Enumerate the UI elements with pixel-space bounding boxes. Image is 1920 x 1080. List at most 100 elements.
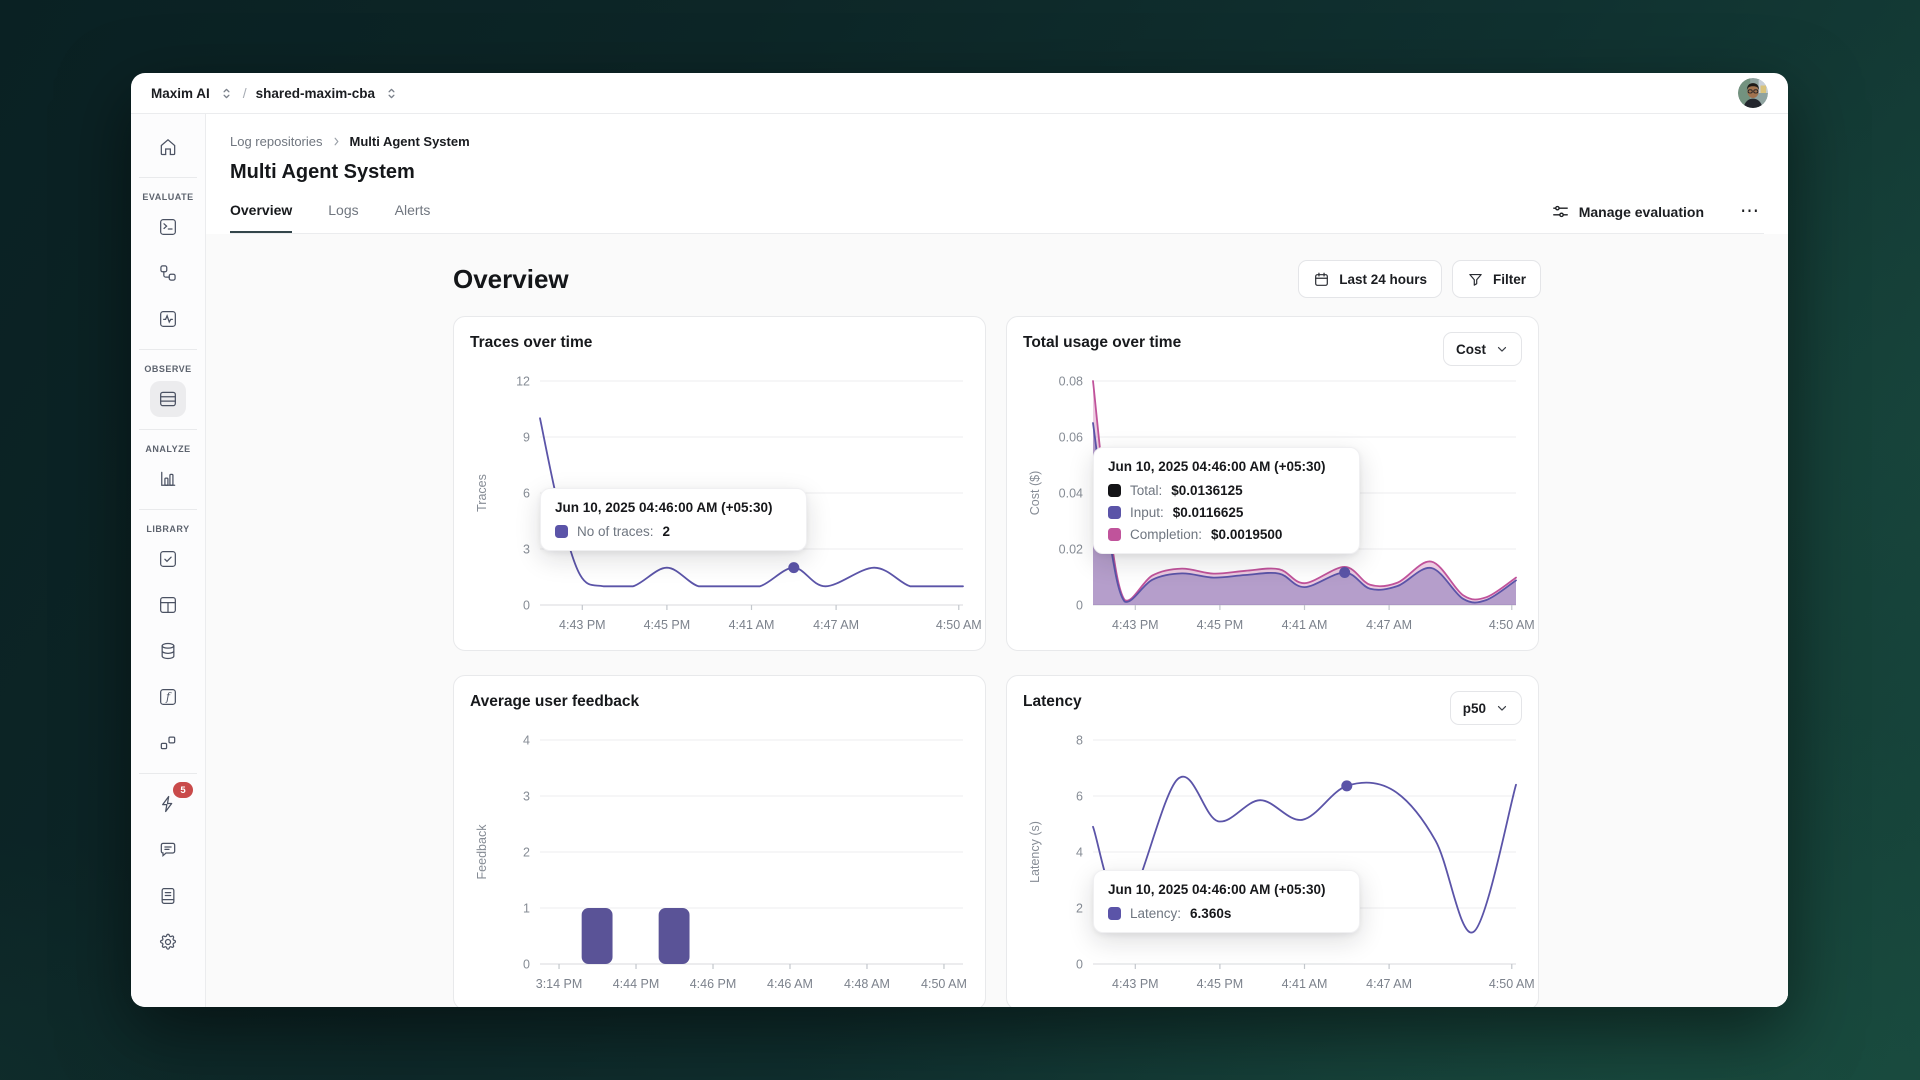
workflow-icon — [158, 263, 178, 283]
breadcrumb: Log repositories Multi Agent System — [230, 134, 1764, 149]
sidebar-item-gear[interactable] — [150, 924, 186, 960]
sidebar-item-chat[interactable] — [150, 832, 186, 868]
logs-icon — [158, 389, 178, 409]
gear-icon — [158, 932, 178, 952]
sidebar-item-blocks[interactable] — [150, 725, 186, 761]
svg-text:4: 4 — [1076, 846, 1083, 860]
function-icon: f — [158, 687, 178, 707]
svg-text:4:50 AM: 4:50 AM — [1489, 977, 1535, 991]
tooltip-label: No of traces: — [577, 524, 654, 539]
sidebar-section-label-library: LIBRARY — [146, 524, 190, 534]
chart-area-latency[interactable]: 0 2 4 6 8 Latency (s) 4:43 PM 4:45 PM 4:41 AM 4:4… — [1023, 716, 1535, 1007]
sidebar-item-lightning[interactable]: 5 — [150, 782, 193, 822]
tooltip-row: Input: $0.0116625 — [1108, 505, 1345, 520]
dropdown-value: p50 — [1462, 700, 1486, 716]
tooltip-row: Total: $0.0136125 — [1108, 483, 1345, 498]
svg-text:4:41 AM: 4:41 AM — [1282, 977, 1328, 991]
terminal-icon — [158, 217, 178, 237]
breadcrumb-log-repositories[interactable]: Log repositories — [230, 134, 323, 149]
svg-text:0.08: 0.08 — [1059, 375, 1083, 389]
chart-area-average-user-feedback[interactable]: 0 1 2 3 4 Feedback 3:14 PM 4:44 PM 4:46 PM 4:46 A… — [470, 716, 969, 1007]
workspace-switcher[interactable]: Maxim AI — [151, 85, 210, 101]
tooltip-value: $0.0019500 — [1211, 527, 1283, 542]
chart-area-total-usage-over-time[interactable]: 0 0.02 0.04 0.06 0.08 Cost ($) 4:43 PM 4:45 PM 4… — [1023, 357, 1535, 649]
chevron-down-icon — [1495, 342, 1509, 356]
sidebar-divider — [139, 177, 197, 178]
sidebar-item-database[interactable] — [150, 633, 186, 669]
svg-text:4:41 AM: 4:41 AM — [1282, 618, 1328, 632]
svg-text:4:45 PM: 4:45 PM — [1197, 977, 1244, 991]
sidebar-item-terminal[interactable] — [150, 209, 186, 245]
sidebar-item-check-square[interactable] — [150, 541, 186, 577]
sidebar-item-home[interactable] — [150, 129, 186, 165]
time-range-button[interactable]: Last 24 hours — [1298, 260, 1442, 298]
sidebar-item-bar-chart[interactable] — [150, 461, 186, 497]
activity-icon — [158, 309, 178, 329]
svg-text:12: 12 — [516, 375, 530, 389]
tooltip-label: Completion: — [1130, 527, 1203, 542]
chart-title-average-user-feedback: Average user feedback — [470, 693, 640, 710]
bar-chart-icon — [158, 469, 178, 489]
svg-text:0: 0 — [1076, 599, 1083, 613]
chart-title-total-usage-over-time: Total usage over time — [1023, 334, 1182, 351]
unfold-icon[interactable] — [219, 86, 234, 101]
sidebar-item-workflow[interactable] — [150, 255, 186, 291]
tab-overview[interactable]: Overview — [230, 202, 293, 233]
more-options-button[interactable]: ⋯ — [1736, 200, 1764, 223]
svg-text:0: 0 — [523, 599, 530, 613]
svg-text:0.06: 0.06 — [1059, 431, 1083, 445]
sidebar-item-docs[interactable] — [150, 878, 186, 914]
chart-tooltip-total-usage-over-time: Jun 10, 2025 04:46:00 AM (+05:30) Total: $… — [1093, 447, 1360, 554]
sidebar-item-logs[interactable] — [150, 381, 186, 417]
chart-tooltip-traces-over-time: Jun 10, 2025 04:46:00 AM (+05:30) No of t… — [540, 488, 807, 551]
p50-dropdown[interactable]: p50 — [1449, 691, 1522, 725]
tooltip-row: No of traces: 2 — [555, 524, 792, 539]
svg-text:4:45 PM: 4:45 PM — [644, 618, 691, 632]
svg-text:6: 6 — [1076, 790, 1083, 804]
tooltip-value: 2 — [662, 524, 671, 539]
svg-text:4:44 PM: 4:44 PM — [613, 977, 660, 991]
svg-text:4:47 AM: 4:47 AM — [1366, 977, 1412, 991]
svg-text:0: 0 — [523, 958, 530, 972]
tooltip-label: Input: — [1130, 505, 1164, 520]
page-title: Multi Agent System — [230, 161, 415, 183]
user-avatar[interactable] — [1738, 78, 1768, 108]
chevron-down-icon — [1495, 701, 1509, 715]
svg-text:f: f — [165, 691, 172, 704]
project-switcher[interactable]: shared-maxim-cba — [255, 85, 375, 101]
sidebar-item-function[interactable]: f — [150, 679, 186, 715]
svg-text:4:43 PM: 4:43 PM — [559, 618, 606, 632]
tab-logs[interactable]: Logs — [328, 202, 359, 218]
sidebar-item-table[interactable] — [150, 587, 186, 623]
lightning-icon — [158, 794, 178, 814]
app-window: Maxim AI / shared-maxim-cba — [131, 73, 1788, 1007]
svg-text:4:48 AM: 4:48 AM — [844, 977, 890, 991]
sidebar-item-activity[interactable] — [150, 301, 186, 337]
svg-text:4:47 AM: 4:47 AM — [813, 618, 859, 632]
chart-title-traces-over-time: Traces over time — [470, 334, 593, 351]
manage-evaluation-button[interactable]: Manage evaluation — [1545, 201, 1710, 222]
svg-text:4:43 PM: 4:43 PM — [1112, 977, 1159, 991]
tooltip-row: Completion: $0.0019500 — [1108, 527, 1345, 542]
breadcrumb-current: Multi Agent System — [349, 134, 470, 149]
card-traces-over-time: Traces over time 0 3 6 9 12 Traces 4:43 PM 4:45 … — [453, 316, 986, 651]
svg-text:2: 2 — [523, 846, 530, 860]
series-swatch — [1108, 907, 1121, 920]
unfold-icon[interactable] — [384, 86, 399, 101]
docs-icon — [158, 886, 178, 906]
svg-text:Feedback: Feedback — [475, 824, 489, 880]
database-icon — [158, 641, 178, 661]
filter-button[interactable]: Filter — [1451, 260, 1541, 298]
svg-text:4:43 PM: 4:43 PM — [1112, 618, 1159, 632]
svg-text:4:50 AM: 4:50 AM — [936, 618, 982, 632]
chart-area-traces-over-time[interactable]: 0 3 6 9 12 Traces 4:43 PM 4:45 PM 4:41 AM 4:47 AM… — [470, 357, 982, 649]
tab-alerts[interactable]: Alerts — [394, 202, 431, 218]
svg-text:0: 0 — [1076, 958, 1083, 972]
cost-dropdown[interactable]: Cost — [1443, 332, 1522, 366]
svg-text:4:50 AM: 4:50 AM — [921, 977, 967, 991]
calendar-icon — [1313, 271, 1330, 288]
tab-bar: Overview Logs Alerts — [230, 202, 430, 233]
svg-text:0.04: 0.04 — [1059, 487, 1083, 501]
sidebar-section-label-evaluate: EVALUATE — [142, 192, 194, 202]
series-swatch — [1108, 484, 1121, 497]
